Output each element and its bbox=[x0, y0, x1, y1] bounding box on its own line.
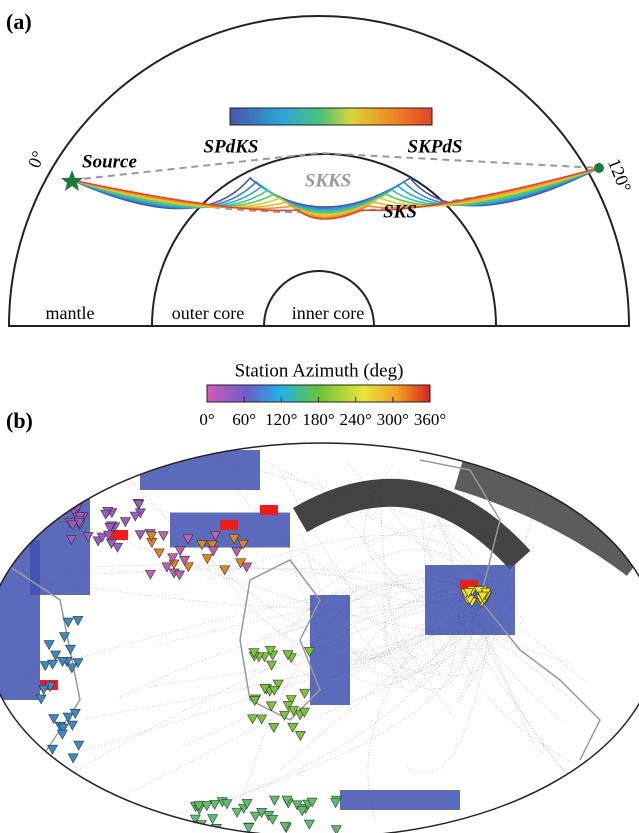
piercing-band bbox=[310, 595, 350, 705]
panel-b: Station Azimuth (deg) 0° 60° 120° 180° 240° 3… bbox=[0, 360, 639, 833]
map bbox=[0, 440, 639, 833]
phase-label: SPdKS bbox=[204, 136, 259, 157]
colorbar-tick-label: 180° bbox=[302, 410, 334, 429]
piercing-band bbox=[220, 520, 238, 530]
colorbar-tick-label: 60° bbox=[232, 410, 256, 429]
piercing-band bbox=[0, 540, 40, 700]
ray-colorbar bbox=[230, 108, 432, 125]
panel-a: (a) 0° 120° Source SPdKS SKPdS SKKS SKS … bbox=[6, 9, 635, 326]
figure: (a) 0° 120° Source SPdKS SKPdS SKKS SKS … bbox=[0, 0, 639, 833]
piercing-band bbox=[260, 505, 278, 515]
colorbar-tick-label: 300° bbox=[377, 410, 409, 429]
phase-label: SKS bbox=[383, 201, 417, 222]
angle-label: 120° bbox=[604, 156, 635, 195]
phase-label: SKKS bbox=[305, 170, 351, 191]
angle-label: 0° bbox=[24, 148, 49, 171]
phase-label: SKPdS bbox=[408, 136, 463, 157]
receiver bbox=[594, 163, 604, 173]
region-label: inner core bbox=[292, 303, 364, 323]
piercing-band bbox=[340, 790, 460, 810]
region-label: outer core bbox=[172, 303, 244, 323]
panel-label: (a) bbox=[6, 9, 32, 34]
region-label: mantle bbox=[46, 303, 95, 323]
colorbar-tick-label: 120° bbox=[265, 410, 297, 429]
colorbar-tick-label: 0° bbox=[199, 410, 214, 429]
colorbar-tick-label: 240° bbox=[340, 410, 372, 429]
colorbar-title: Station Azimuth (deg) bbox=[235, 360, 404, 381]
source-star bbox=[61, 170, 83, 191]
colorbar-tick-label: 360° bbox=[414, 410, 446, 429]
source-label: Source bbox=[82, 151, 137, 172]
panel-label: (b) bbox=[6, 408, 33, 433]
